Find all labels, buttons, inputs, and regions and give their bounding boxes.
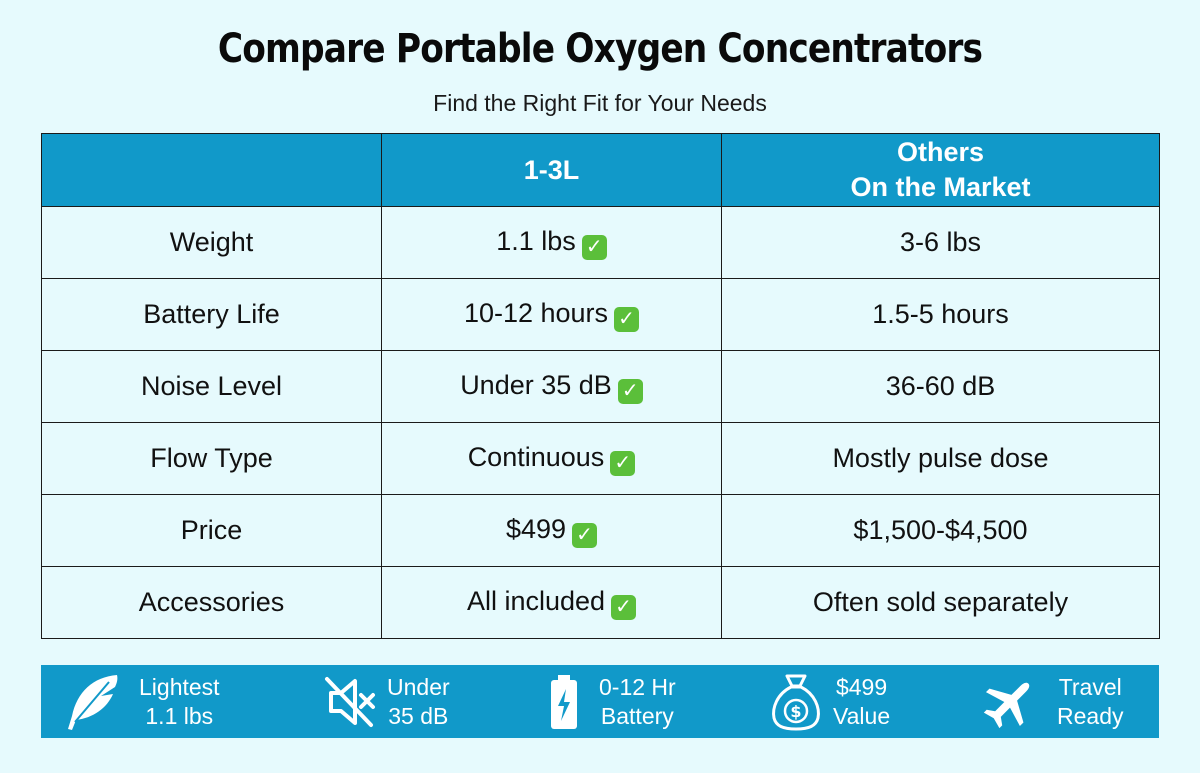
table-row: Accessories All included ✓ Often sold sep…	[41, 566, 1160, 639]
row-feature-label: Weight	[41, 206, 382, 279]
feature-label-line1: 0-12 Hr	[599, 673, 676, 700]
page-subtitle: Find the Right Fit for Your Needs	[433, 90, 767, 116]
row-others-value: Mostly pulse dose	[721, 422, 1160, 495]
feature-label-line2: 1.1 lbs	[145, 702, 214, 729]
feature-label: $499 Value	[833, 673, 890, 731]
feature-label: Travel Ready	[1057, 673, 1123, 731]
check-mark-icon: ✓	[610, 450, 636, 476]
row-feature-label: Price	[41, 494, 382, 567]
feature-label: Under 35 dB	[387, 673, 450, 731]
feature-label-line1: Lightest	[139, 673, 220, 700]
row-feature-label: Noise Level	[41, 350, 382, 423]
check-mark-icon: ✓	[581, 234, 607, 260]
feature-quiet: Under 35 dB	[323, 665, 450, 738]
header-cell-feature	[41, 133, 382, 207]
feature-label-line1: Travel	[1058, 673, 1122, 700]
page-title: Compare Portable Oxygen Concentrators	[217, 26, 983, 72]
feature-label: Lightest 1.1 lbs	[139, 673, 220, 731]
feature-label: 0-12 Hr Battery	[599, 673, 676, 731]
header-cell-others: Others On the Market	[721, 133, 1160, 207]
row-others-value: 3-6 lbs	[721, 206, 1160, 279]
row-ours-value: All included ✓	[381, 566, 722, 639]
check-mark-icon: ✓	[614, 306, 640, 332]
feature-travel: Travel Ready	[981, 665, 1123, 738]
feature-label-line2: Battery	[600, 702, 674, 729]
row-feature-label: Accessories	[41, 566, 382, 639]
row-ours-value: $499 ✓	[381, 494, 722, 567]
feature-label-line2: Value	[833, 702, 891, 729]
row-others-value: 36-60 dB	[721, 350, 1160, 423]
features-banner: Lightest 1.1 lbs Under 35 dB 0-12 Hr Bat…	[41, 665, 1159, 738]
table-row: Weight 1.1 lbs ✓ 3-6 lbs	[41, 206, 1160, 279]
row-ours-value: 1.1 lbs ✓	[381, 206, 722, 279]
feature-label-line2: Ready	[1057, 702, 1124, 729]
check-mark-icon: ✓	[572, 522, 598, 548]
svg-text:$: $	[790, 702, 801, 721]
row-ours-value: 10-12 hours ✓	[381, 278, 722, 351]
feature-lightest: Lightest 1.1 lbs	[63, 665, 220, 738]
row-feature-label: Battery Life	[41, 278, 382, 351]
feature-label-line1: $499	[835, 673, 888, 700]
row-feature-label: Flow Type	[41, 422, 382, 495]
table-row: Noise Level Under 35 dB ✓ 36-60 dB	[41, 350, 1160, 423]
row-others-value: $1,500-$4,500	[721, 494, 1160, 567]
header-others-label: Others On the Market	[850, 137, 1031, 202]
money-bag-icon: $	[772, 674, 820, 730]
feature-battery: 0-12 Hr Battery	[549, 665, 676, 738]
check-mark-icon: ✓	[611, 594, 637, 620]
table-header-row: 1-3L Others On the Market	[41, 133, 1160, 207]
feature-value: $ $499 Value	[769, 665, 890, 738]
row-others-value: Often sold separately	[721, 566, 1160, 639]
row-ours-value: Under 35 dB ✓	[381, 350, 722, 423]
row-ours-value: Continuous ✓	[381, 422, 722, 495]
feature-label-line2: 35 dB	[388, 702, 449, 729]
row-others-value: 1.5-5 hours	[721, 278, 1160, 351]
check-mark-icon: ✓	[617, 378, 643, 404]
table-row: Battery Life 10-12 hours ✓ 1.5-5 hours	[41, 278, 1160, 351]
feather-icon	[68, 674, 118, 730]
table-row: Price $499 ✓ $1,500-$4,500	[41, 494, 1160, 567]
feature-label-line1: Under	[387, 673, 450, 700]
comparison-table: 1-3L Others On the Market Weight 1.1 lbs ✓…	[41, 133, 1160, 639]
battery-icon	[551, 674, 577, 729]
table-row: Flow Type Continuous ✓ Mostly pulse dose	[41, 422, 1160, 495]
airplane-icon	[983, 682, 1030, 728]
mute-speaker-icon	[325, 676, 375, 727]
header-cell-ours: 1-3L	[381, 133, 722, 207]
